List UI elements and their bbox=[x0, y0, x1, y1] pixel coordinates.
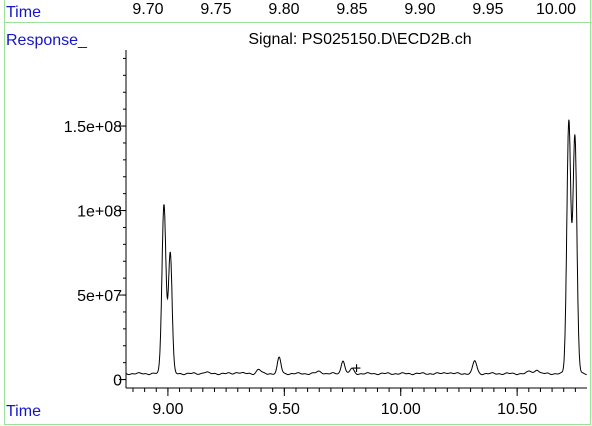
y-tick-label: 0 bbox=[113, 373, 122, 390]
y-tick-label: 1.5e+08 bbox=[64, 119, 122, 136]
top-tick-label: 9.70 bbox=[132, 1, 164, 18]
top-axis-label: Time bbox=[6, 4, 41, 21]
x-tick-label: 10.50 bbox=[497, 401, 537, 418]
top-tick-label: 9.75 bbox=[200, 1, 232, 18]
x-tick-label: 9.00 bbox=[152, 401, 183, 418]
y-tick-label: 5e+07 bbox=[77, 288, 122, 305]
y-axis-label: Response_ bbox=[6, 32, 87, 49]
signal-trace bbox=[125, 119, 587, 376]
x-tick-label: 9.50 bbox=[269, 401, 300, 418]
top-tick-label: 10.00 bbox=[535, 1, 577, 18]
top-tick-label: 9.90 bbox=[404, 1, 436, 18]
top-tick-label: 9.80 bbox=[268, 1, 300, 18]
chart-title: Signal: PS025150.D\ECD2B.ch bbox=[248, 31, 472, 48]
x-axis-label: Time bbox=[6, 403, 41, 420]
top-tick-label: 9.95 bbox=[472, 1, 504, 18]
top-axis-separator bbox=[4, 22, 591, 23]
top-tick-label: 9.85 bbox=[336, 1, 368, 18]
x-tick-label: 10.00 bbox=[381, 401, 421, 418]
y-tick-label: 1e+08 bbox=[77, 204, 122, 221]
chart-frame bbox=[4, 0, 591, 425]
cursor-marker: + bbox=[352, 361, 361, 378]
